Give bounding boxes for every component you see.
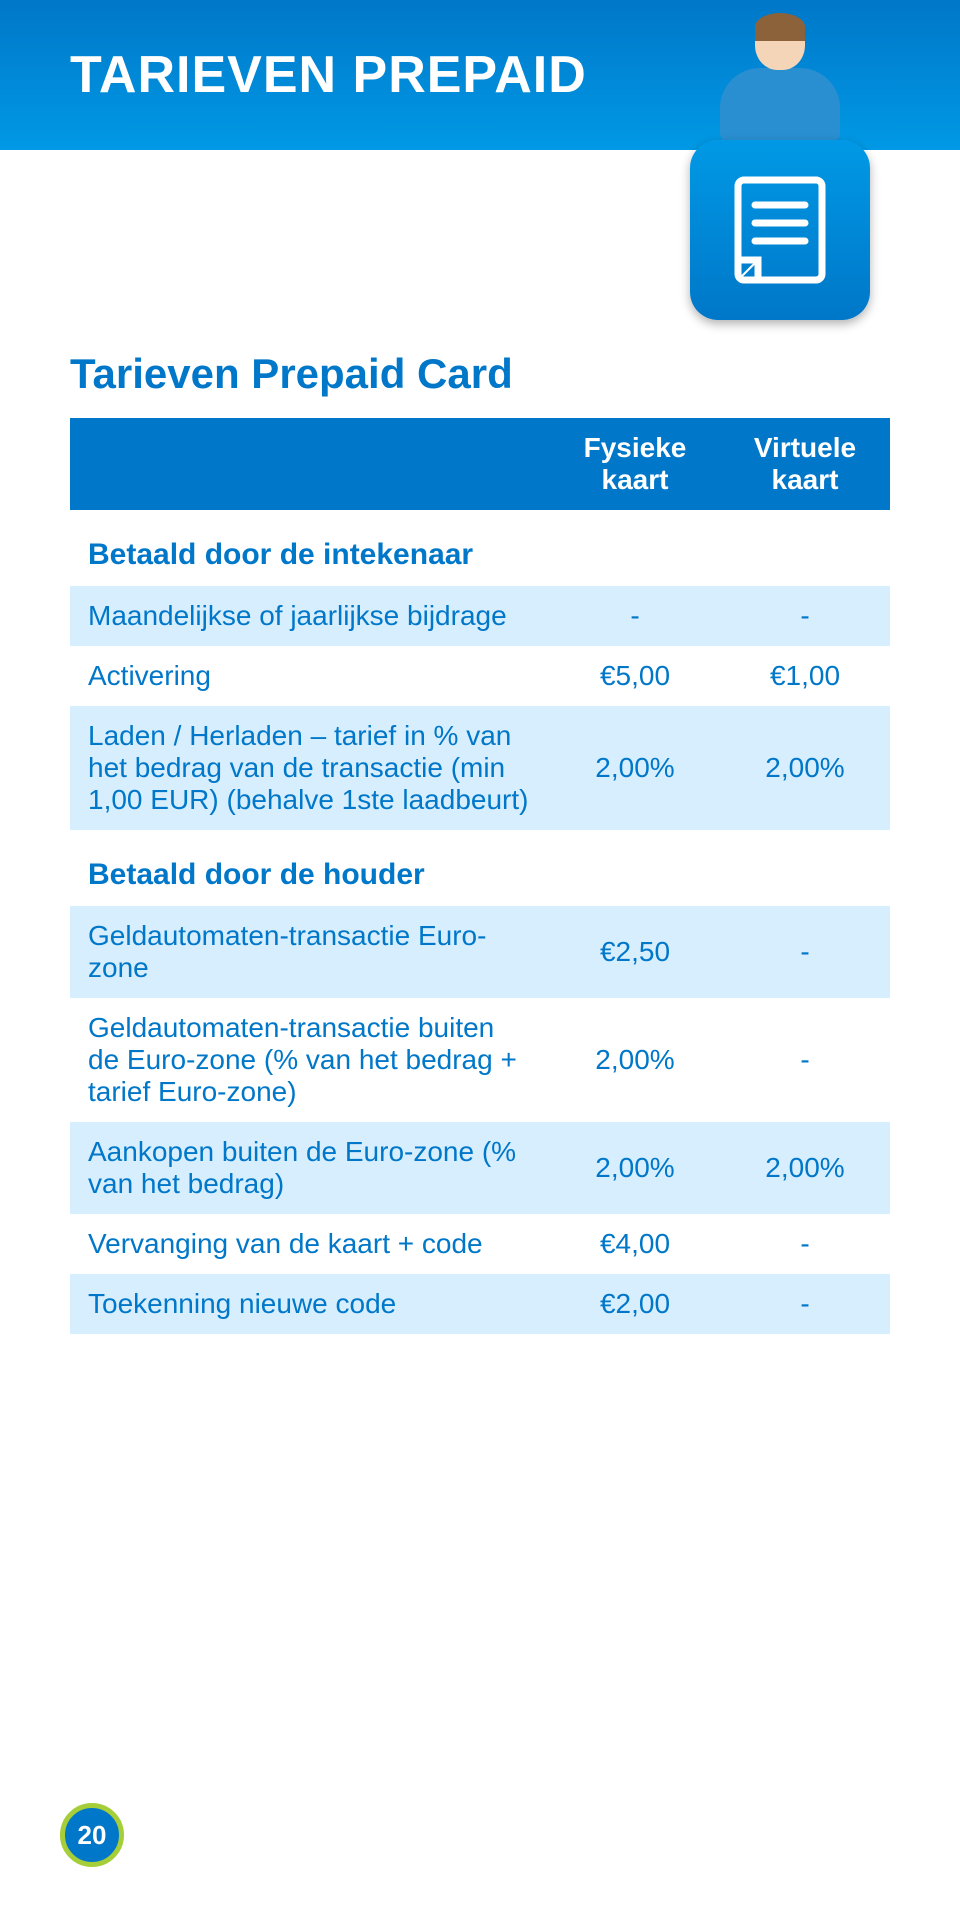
row-value: €1,00 <box>720 646 890 706</box>
row-value: €2,00 <box>550 1274 720 1334</box>
row-label: Aankopen buiten de Euro-zone (% van het … <box>70 1122 550 1214</box>
page-number: 20 <box>78 1820 107 1851</box>
column-header-virtual: Virtuele kaart <box>720 418 890 510</box>
row-value: - <box>720 1214 890 1274</box>
table-row: Geldautomaten-transactie buiten de Euro-… <box>70 998 890 1122</box>
section-heading: Betaald door de houder <box>70 830 890 906</box>
row-value: 2,00% <box>550 1122 720 1214</box>
column-header-physical: Fysieke kaart <box>550 418 720 510</box>
row-label: Geldautomaten-transactie Euro-zone <box>70 906 550 998</box>
row-value: - <box>720 1274 890 1334</box>
document-icon <box>730 175 830 285</box>
section-heading: Betaald door de intekenaar <box>70 510 890 586</box>
page-title: TARIEVEN PREPAID <box>70 45 587 105</box>
header-empty <box>70 418 550 510</box>
row-value: - <box>720 998 890 1122</box>
table-row: Geldautomaten-transactie Euro-zone €2,50… <box>70 906 890 998</box>
table-header-row: Fysieke kaart Virtuele kaart <box>70 418 890 510</box>
header-band: TARIEVEN PREPAID <box>0 0 960 150</box>
row-value: - <box>550 586 720 646</box>
content-area: Tarieven Prepaid Card Fysieke kaart Virt… <box>0 150 960 1334</box>
row-value: 2,00% <box>550 706 720 830</box>
row-label: Laden / Herladen – tarief in % van het b… <box>70 706 550 830</box>
table-row: Laden / Herladen – tarief in % van het b… <box>70 706 890 830</box>
table-row: Vervanging van de kaart + code €4,00 - <box>70 1214 890 1274</box>
row-value: 2,00% <box>720 706 890 830</box>
row-label: Toekenning nieuwe code <box>70 1274 550 1334</box>
row-label: Maandelijkse of jaarlijkse bijdrage <box>70 586 550 646</box>
row-value: 2,00% <box>550 998 720 1122</box>
page-number-badge: 20 <box>60 1803 124 1867</box>
section1-label: Betaald door de intekenaar <box>70 510 890 586</box>
table-row: Maandelijkse of jaarlijkse bijdrage - - <box>70 586 890 646</box>
row-label: Activering <box>70 646 550 706</box>
row-value: 2,00% <box>720 1122 890 1214</box>
table-row: Aankopen buiten de Euro-zone (% van het … <box>70 1122 890 1214</box>
row-value: - <box>720 906 890 998</box>
document-icon-card <box>690 140 870 320</box>
subtitle: Tarieven Prepaid Card <box>70 350 890 398</box>
table-row: Toekenning nieuwe code €2,00 - <box>70 1274 890 1334</box>
row-value: €4,00 <box>550 1214 720 1274</box>
row-label: Vervanging van de kaart + code <box>70 1214 550 1274</box>
section2-label: Betaald door de houder <box>70 830 890 906</box>
table-row: Activering €5,00 €1,00 <box>70 646 890 706</box>
person-illustration <box>720 10 840 150</box>
tariff-table: Fysieke kaart Virtuele kaart Betaald doo… <box>70 418 890 1334</box>
row-value: €5,00 <box>550 646 720 706</box>
row-value: - <box>720 586 890 646</box>
header-badge <box>680 40 880 280</box>
row-label: Geldautomaten-transactie buiten de Euro-… <box>70 998 550 1122</box>
row-value: €2,50 <box>550 906 720 998</box>
